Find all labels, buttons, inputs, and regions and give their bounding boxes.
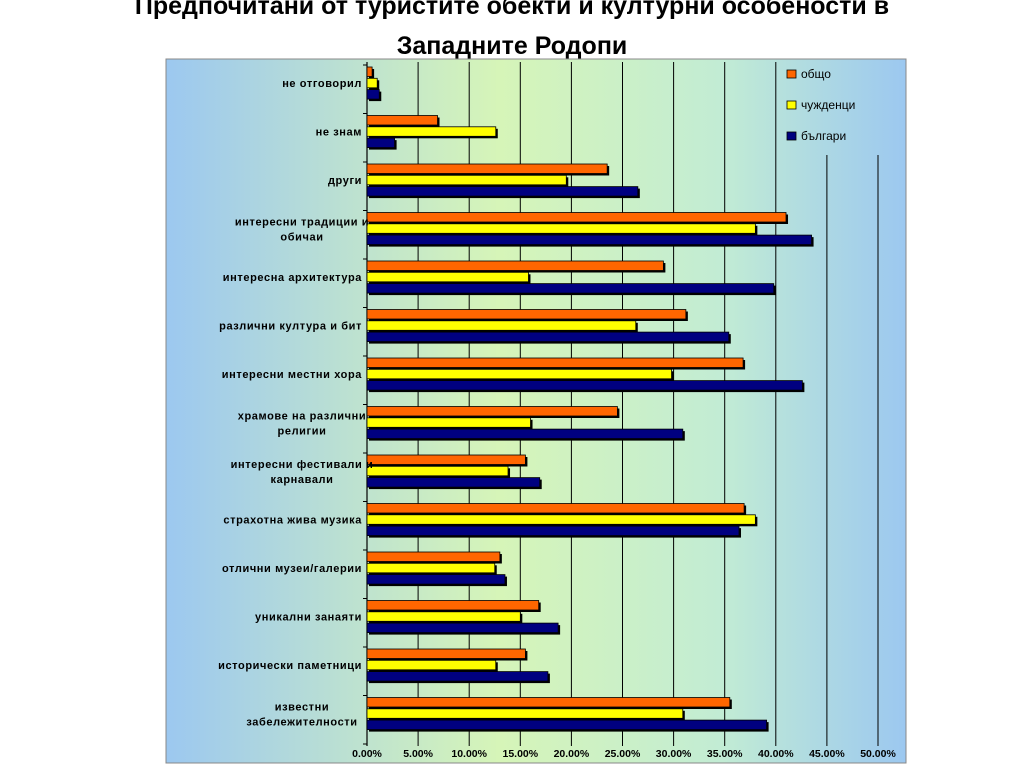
legend-swatch — [786, 131, 797, 141]
bar-общо — [366, 357, 744, 368]
bar-общо — [366, 115, 438, 126]
category-label: карнавали — [271, 474, 334, 486]
bar-общо — [366, 309, 687, 320]
bar-чужденци — [366, 174, 567, 186]
bar-българи — [366, 525, 740, 536]
legend-label: българи — [801, 129, 846, 143]
bar-българи — [366, 477, 541, 488]
legend-swatch — [786, 69, 797, 79]
bar-чужденци — [366, 514, 756, 525]
legend-swatch — [786, 100, 797, 110]
category-label: интересни местни хора — [222, 369, 363, 381]
bar-общо — [366, 260, 664, 271]
bar-българи — [366, 671, 549, 682]
bar-българи — [366, 380, 803, 391]
bar-чужденци — [366, 368, 672, 380]
bar-чужденци — [366, 708, 684, 719]
category-label: уникални занаяти — [255, 611, 362, 623]
category-label: известни — [275, 701, 330, 713]
bar-общо — [366, 66, 373, 77]
bar-чужденци — [366, 320, 637, 331]
x-tick-label: 45.00% — [809, 748, 845, 760]
category-label: религии — [278, 425, 327, 437]
bar-общо — [366, 406, 618, 417]
x-tick-label: 35.00% — [707, 748, 743, 760]
x-tick-label: 5.00% — [403, 748, 433, 760]
slide-title: Предпочитани от туристите обекти и култу… — [134, 0, 890, 60]
bar-общо — [366, 212, 787, 223]
bar-общо — [366, 163, 608, 174]
legend-label: общо — [801, 67, 831, 81]
category-labels: не отговорил не знам други интересни традиц… — [218, 78, 373, 729]
category-label: интересни фестивали и — [231, 459, 374, 471]
bar-чужденци — [366, 126, 497, 137]
category-label: интересни традиции и — [235, 216, 369, 228]
bar-българи — [366, 622, 559, 633]
bar-чужденци — [366, 465, 509, 477]
bars — [366, 66, 814, 732]
bar-българи — [366, 283, 775, 294]
legend-label: чужденци — [801, 98, 855, 112]
category-label: не знам — [316, 126, 362, 138]
category-label: храмове на различни — [238, 410, 367, 422]
category-label: забележителности — [246, 716, 357, 728]
category-label: други — [328, 175, 362, 187]
category-label: страхотна жива музика — [223, 514, 362, 526]
bar-общо — [366, 454, 526, 465]
bar-чужденци — [366, 271, 529, 283]
bar-чужденци — [366, 659, 497, 671]
bar-българи — [366, 234, 812, 246]
category-label: исторически паметници — [218, 660, 362, 672]
bar-българи — [366, 719, 768, 730]
bar-българи — [366, 331, 730, 343]
x-tick-label: 10.00% — [451, 748, 487, 760]
x-tick-label: 0.00% — [352, 748, 382, 760]
bar-чужденци — [366, 611, 521, 622]
bar-чужденци — [366, 562, 496, 574]
bar-общо — [366, 600, 540, 611]
x-tick-label: 20.00% — [554, 748, 590, 760]
legend: общо чужденци българи — [786, 67, 855, 143]
x-tick-label: 30.00% — [656, 748, 692, 760]
bar-българи — [366, 574, 506, 585]
category-label: обичаи — [280, 231, 323, 243]
bar-българи — [366, 428, 684, 440]
category-label: отлични музеи/галерии — [222, 563, 362, 575]
x-tick-labels: 0.00% 5.00% 10.00% 15.00% 20.00% 25.00% 30.00%… — [352, 748, 896, 760]
bar-общо — [366, 551, 501, 562]
bar-българи — [366, 89, 380, 100]
x-tick-label: 25.00% — [605, 748, 641, 760]
category-label: различни култура и бит — [219, 320, 362, 332]
bar-чужденци — [366, 223, 756, 234]
bar-общо — [366, 503, 745, 514]
bar-чужденци — [366, 77, 378, 89]
bar-чужденци — [366, 417, 531, 428]
bar-общо — [366, 648, 526, 659]
bar-българи — [366, 186, 639, 197]
x-tick-label: 40.00% — [758, 748, 794, 760]
x-tick-label: 15.00% — [502, 748, 538, 760]
category-label: не отговорил — [282, 78, 362, 90]
category-label: интересна архитектура — [223, 272, 362, 284]
bar-българи — [366, 137, 395, 149]
x-tick-label: 50.00% — [860, 748, 896, 760]
bar-общо — [366, 697, 731, 708]
